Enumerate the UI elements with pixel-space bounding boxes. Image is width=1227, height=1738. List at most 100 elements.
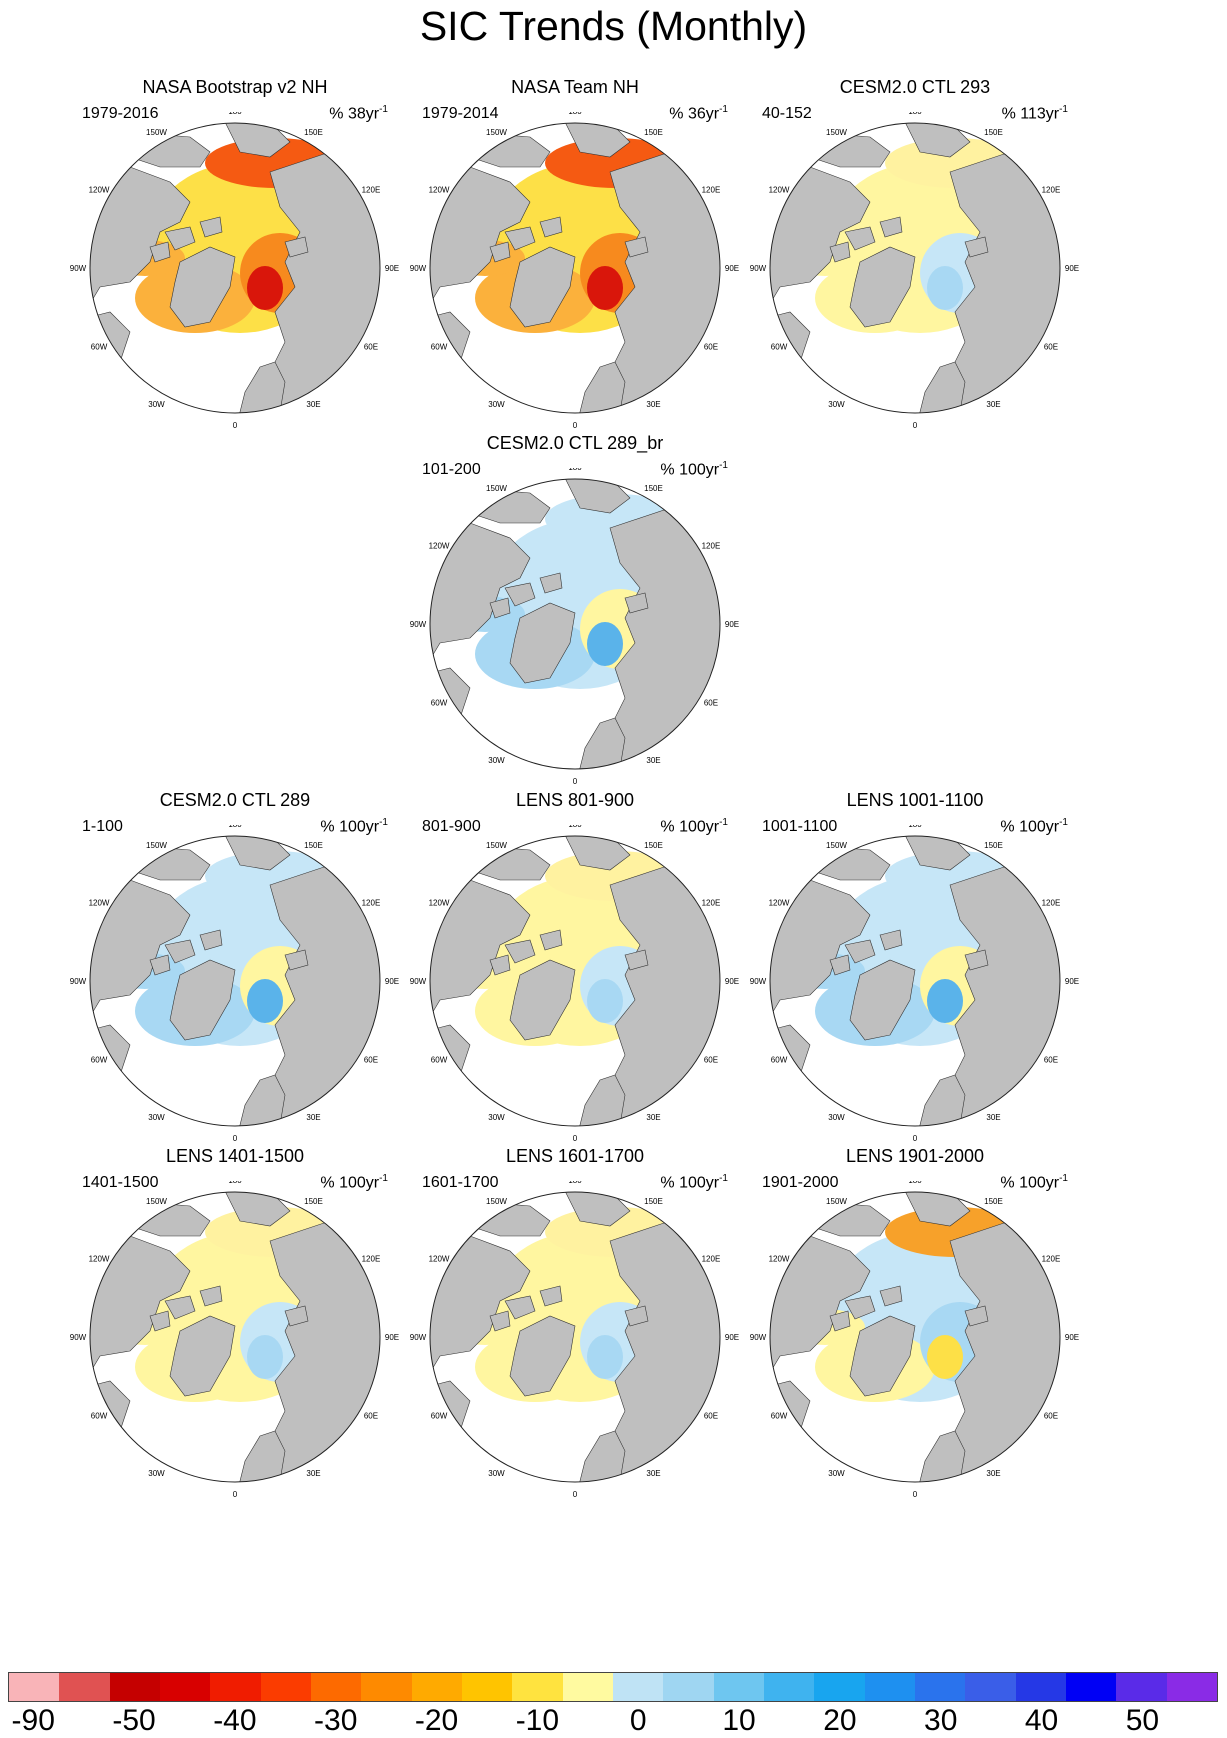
longitude-label: 150E	[984, 841, 1003, 850]
colorbar-swatch	[864, 1673, 915, 1701]
colorbar	[8, 1672, 1218, 1702]
longitude-label: 60E	[364, 1056, 378, 1065]
longitude-label: 90E	[1065, 1333, 1079, 1342]
longitude-label: 30E	[646, 756, 660, 765]
longitude-label: 150E	[304, 841, 323, 850]
longitude-label: 180	[568, 112, 582, 116]
longitude-label: 0	[573, 1134, 578, 1143]
longitude-label: 60E	[1044, 1412, 1058, 1421]
longitude-label: 90W	[750, 977, 767, 986]
longitude-label: 150W	[486, 484, 507, 493]
longitude-label: 120W	[769, 899, 790, 908]
longitude-label: 150W	[826, 128, 847, 137]
longitude-label: 60W	[91, 343, 108, 352]
longitude-label: 60W	[771, 1056, 788, 1065]
longitude-label: 60W	[431, 699, 448, 708]
longitude-label: 90E	[725, 1333, 739, 1342]
longitude-label: 90W	[70, 264, 87, 273]
longitude-label: 90E	[385, 264, 399, 273]
longitude-label: 150W	[826, 1197, 847, 1206]
map-panel: LENS 801-900 801-900 % 100yr-1 180 150E 120E 9…	[410, 789, 740, 1149]
colorbar-swatch	[1065, 1673, 1117, 1701]
longitude-label: 150E	[984, 1197, 1003, 1206]
longitude-label: 90E	[725, 977, 739, 986]
longitude-label: 150E	[644, 1197, 663, 1206]
panel-title: LENS 1601-1700	[505, 1146, 645, 1166]
longitude-label: 120E	[702, 1255, 721, 1264]
polar-map: 180 150E 120E 90E 60E 30E 0 30W 60W 90W 120W 150W	[70, 112, 399, 430]
longitude-label: 180	[568, 825, 582, 829]
longitude-label: 150W	[146, 128, 167, 137]
panel-period: 1001-1100	[762, 818, 838, 835]
panel-title: CESM2.0 CTL 289_br	[486, 433, 664, 453]
colorbar-swatch	[59, 1673, 110, 1701]
panel-rate: % 36yr-1	[669, 104, 728, 123]
panel-rate: % 113yr-1	[1001, 104, 1068, 123]
polar-map: 180 150E 120E 90E 60E 30E 0 30W 60W 90W 120W 150W	[750, 825, 1079, 1143]
longitude-label: 30W	[828, 1113, 845, 1122]
longitude-label: 150E	[644, 128, 663, 137]
longitude-label: 0	[233, 421, 238, 430]
longitude-label: 150W	[146, 1197, 167, 1206]
longitude-label: 30E	[986, 1469, 1000, 1478]
longitude-label: 90E	[1065, 264, 1079, 273]
longitude-label: 120W	[89, 899, 110, 908]
colorbar-tick-label: -50	[112, 1704, 156, 1737]
longitude-label: 0	[233, 1490, 238, 1499]
longitude-label: 150W	[486, 128, 507, 137]
longitude-label: 120E	[362, 186, 381, 195]
colorbar-labels: -90-50-40-30-20-100102030405090	[8, 1704, 1227, 1738]
polar-map: 180 150E 120E 90E 60E 30E 0 30W 60W 90W 120W 150W	[750, 1181, 1079, 1499]
colorbar-tick-label: 10	[722, 1704, 756, 1737]
land-masses	[430, 479, 720, 769]
longitude-label: 150E	[304, 128, 323, 137]
polar-map: 180 150E 120E 90E 60E 30E 0 30W 60W 90W 120W 150W	[70, 825, 399, 1143]
colorbar-swatch	[914, 1673, 966, 1701]
longitude-label: 120W	[769, 1255, 790, 1264]
panel-title: CESM2.0 CTL 293	[839, 77, 991, 97]
panel-period: 1901-2000	[762, 1174, 839, 1191]
longitude-label: 120W	[429, 1255, 450, 1264]
polar-map: 180 150E 120E 90E 60E 30E 0 30W 60W 90W 120W 150W	[410, 468, 739, 786]
panel-title: CESM2.0 CTL 289	[159, 790, 311, 810]
longitude-label: 120W	[769, 186, 790, 195]
longitude-label: 30E	[646, 400, 660, 409]
panel-period: 1601-1700	[422, 1174, 499, 1191]
longitude-label: 90W	[410, 264, 427, 273]
longitude-label: 150E	[644, 841, 663, 850]
colorbar-tick-label: 30	[924, 1704, 958, 1737]
longitude-label: 90E	[385, 977, 399, 986]
colorbar-tick-label: -40	[213, 1704, 257, 1737]
colorbar-tick-label: 20	[823, 1704, 857, 1737]
colorbar-tick-label: 40	[1024, 1704, 1059, 1737]
longitude-label: 180	[908, 1181, 922, 1185]
longitude-label: 180	[568, 1181, 582, 1185]
longitude-label: 60E	[1044, 1056, 1058, 1065]
colorbar-swatch	[109, 1673, 160, 1701]
longitude-label: 120W	[429, 542, 450, 551]
longitude-label: 90W	[410, 977, 427, 986]
colorbar-swatch	[965, 1673, 1016, 1701]
panel-period: 1401-1500	[82, 1174, 159, 1191]
longitude-label: 0	[913, 421, 918, 430]
colorbar-swatch	[310, 1673, 362, 1701]
longitude-label: 120W	[429, 899, 450, 908]
panel-title: LENS 801-900	[515, 790, 635, 810]
panel-period: 1-100	[82, 818, 123, 835]
colorbar-tick-label: -10	[515, 1704, 560, 1737]
colorbar-swatch	[461, 1673, 513, 1701]
longitude-label: 180	[228, 112, 242, 116]
longitude-label: 90E	[725, 620, 739, 629]
colorbar-swatch	[9, 1673, 60, 1701]
longitude-label: 30E	[986, 1113, 1000, 1122]
longitude-label: 0	[913, 1134, 918, 1143]
colorbar-tick-label: 50	[1125, 1704, 1160, 1737]
colorbar-swatch	[1166, 1673, 1217, 1701]
longitude-label: 180	[908, 825, 922, 829]
colorbar-swatch	[159, 1673, 211, 1701]
panel-rate: % 100yr-1	[1000, 817, 1068, 836]
longitude-label: 150E	[304, 1197, 323, 1206]
colorbar-swatch	[763, 1673, 815, 1701]
